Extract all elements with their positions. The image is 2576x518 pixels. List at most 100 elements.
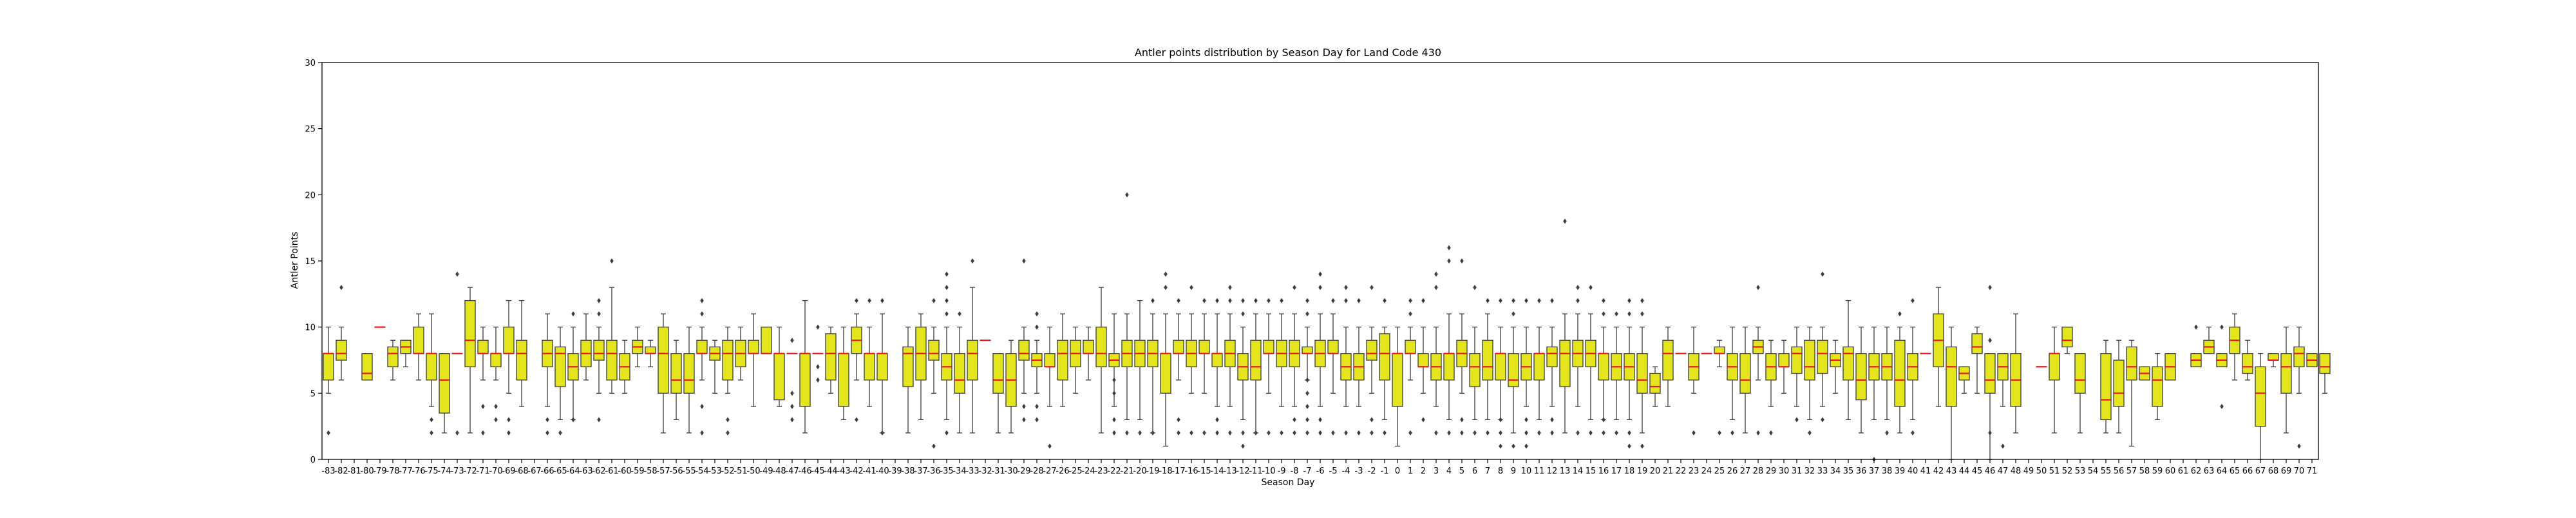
outlier-point <box>1589 430 1593 436</box>
x-tick-label: 27 <box>1740 466 1751 476</box>
outlier-point <box>700 298 704 303</box>
box-group <box>1933 287 1944 407</box>
outlier-point <box>1318 272 1322 277</box>
box-group <box>1792 327 1802 423</box>
x-tick-label: -31 <box>991 466 1005 476</box>
box-iqr <box>1637 354 1647 394</box>
outlier-point <box>1576 298 1580 303</box>
box-iqr <box>1019 340 1029 360</box>
outlier-point <box>1189 285 1193 290</box>
outlier-point <box>481 430 485 436</box>
x-tick-label: 1 <box>1408 466 1413 476</box>
outlier-point <box>2297 443 2301 448</box>
outlier-point <box>1383 430 1387 436</box>
box-iqr <box>413 327 424 354</box>
box-iqr <box>1173 340 1184 354</box>
box-group <box>632 327 643 367</box>
outlier-point <box>455 272 459 277</box>
box-group <box>1908 298 1918 436</box>
x-tick-label: -54 <box>695 466 708 476</box>
x-tick-label: -72 <box>463 466 477 476</box>
box-group <box>1315 272 1325 436</box>
outlier-point <box>1048 443 1052 448</box>
box-group <box>2255 354 2266 459</box>
x-tick-label: -70 <box>489 466 502 476</box>
box-group <box>1856 327 1866 433</box>
box-group <box>594 298 604 423</box>
outlier-point <box>1499 443 1502 448</box>
box-group <box>838 327 849 420</box>
outlier-point <box>1215 417 1219 422</box>
x-tick-label: 52 <box>2062 466 2073 476</box>
x-tick-label: -62 <box>592 466 605 476</box>
x-tick-label: 7 <box>1485 466 1490 476</box>
box-group <box>1122 192 1132 436</box>
outlier-point <box>1293 417 1296 422</box>
outlier-point <box>1370 430 1374 436</box>
x-tick-label: 11 <box>1534 466 1545 476</box>
box-group <box>1959 367 1969 393</box>
box-iqr <box>491 354 501 367</box>
box-iqr <box>2242 354 2253 374</box>
box-iqr <box>504 327 514 354</box>
outlier-point <box>1550 417 1554 422</box>
x-tick-label: -75 <box>424 466 438 476</box>
box-group <box>993 354 1003 433</box>
outlier-point <box>1228 285 1232 290</box>
box-group <box>1972 327 1982 394</box>
box-iqr <box>1547 347 1557 367</box>
axes-layer: 051015202530-83-82-81-80-79-78-77-76-75-… <box>305 59 2318 476</box>
box-iqr <box>516 340 527 380</box>
x-tick-label: -30 <box>1004 466 1018 476</box>
outlier-point <box>1602 417 1605 422</box>
y-tick-label: 5 <box>310 389 316 399</box>
x-tick-label: 9 <box>1511 466 1516 476</box>
outlier-point <box>1022 404 1026 409</box>
box-group <box>658 314 668 433</box>
box-iqr <box>645 347 656 353</box>
x-tick-label: -45 <box>811 466 824 476</box>
x-tick-label: 63 <box>2204 466 2215 476</box>
outlier-point <box>1164 272 1168 277</box>
x-tick-label: 55 <box>2101 466 2112 476</box>
box-group <box>1264 298 1274 436</box>
box-iqr <box>323 354 334 380</box>
x-tick-label: 59 <box>2152 466 2163 476</box>
x-tick-label: 10 <box>1521 466 1532 476</box>
outlier-point <box>1576 285 1580 290</box>
box-group <box>2049 327 2060 433</box>
outlier-point <box>816 378 820 383</box>
x-tick-label: -4 <box>1342 466 1350 476</box>
x-tick-label: -1 <box>1381 466 1389 476</box>
outlier-point <box>1138 430 1142 436</box>
box-iqr <box>1972 334 1982 354</box>
y-tick-label: 10 <box>305 323 316 333</box>
box-group <box>954 311 965 433</box>
box-group <box>1843 301 1853 420</box>
box-group <box>877 298 887 436</box>
box-iqr <box>1714 347 1725 353</box>
box-iqr <box>1856 354 1866 400</box>
outlier-point <box>1305 378 1309 383</box>
outlier-point <box>1035 325 1039 330</box>
x-tick-label: 22 <box>1676 466 1687 476</box>
outlier-point <box>1189 430 1193 436</box>
outlier-point <box>1511 443 1515 448</box>
outlier-point <box>1408 430 1412 436</box>
outlier-point <box>1550 430 1554 436</box>
box-iqr <box>1663 340 1673 380</box>
x-tick-label: -8 <box>1291 466 1299 476</box>
x-tick-label: -35 <box>940 466 953 476</box>
box-group <box>2307 354 2317 367</box>
x-tick-label: -57 <box>656 466 670 476</box>
x-tick-label: 54 <box>2088 466 2099 476</box>
box-group <box>555 327 565 436</box>
x-tick-label: 35 <box>1843 466 1854 476</box>
outlier-point <box>1898 311 1902 316</box>
outlier-point <box>816 325 820 330</box>
outlier-point <box>1756 285 1760 290</box>
x-tick-label: -82 <box>334 466 348 476</box>
outlier-point <box>700 404 704 409</box>
box-iqr <box>864 354 875 380</box>
x-tick-label: -21 <box>1120 466 1133 476</box>
